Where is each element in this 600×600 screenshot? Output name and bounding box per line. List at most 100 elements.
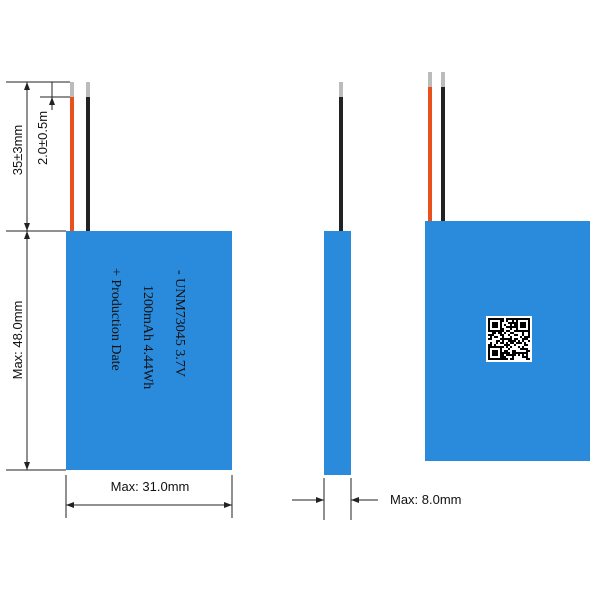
qr-cell [524, 336, 526, 338]
qr-cell [528, 318, 530, 320]
qr-cell [528, 358, 530, 360]
qr-cell [504, 324, 506, 326]
qr-cell [496, 322, 498, 324]
qr-cell [526, 354, 528, 356]
qr-cell [514, 354, 516, 356]
qr-cell [488, 354, 490, 356]
qr-cell [524, 318, 526, 320]
qr-cell [502, 354, 504, 356]
qr-cell [496, 352, 498, 354]
qr-cell [524, 322, 526, 324]
qr-cell [520, 322, 522, 324]
shape [224, 502, 232, 508]
qr-cell [514, 322, 516, 324]
qr-cell [502, 328, 504, 330]
qr-cell [508, 354, 510, 356]
qr-cell [514, 344, 516, 346]
qr-cell [510, 324, 512, 326]
qr-cell [500, 334, 502, 336]
battery-body [66, 231, 232, 470]
qr-cell [500, 324, 502, 326]
qr-cell [500, 320, 502, 322]
qr-cell [514, 326, 516, 328]
qr-cell [492, 318, 494, 320]
qr-cell [516, 342, 518, 344]
qr-cell [488, 358, 490, 360]
qr-cell [492, 352, 494, 354]
qr-cell [528, 320, 530, 322]
qr-cell [504, 352, 506, 354]
qr-cell [524, 348, 526, 350]
qr-cell [522, 340, 524, 342]
qr-cell [506, 320, 508, 322]
qr-cell [500, 322, 502, 324]
qr-cell [516, 326, 518, 328]
qr-cell [504, 358, 506, 360]
qr-cell [498, 318, 500, 320]
qr-cell [506, 338, 508, 340]
qr-cell [520, 348, 522, 350]
qr-cell [502, 356, 504, 358]
qr-cell [498, 346, 500, 348]
qr-cell [490, 330, 492, 332]
qr-cell [518, 340, 520, 342]
qr-cell [516, 334, 518, 336]
qr-cell [522, 332, 524, 334]
qr-cell [510, 342, 512, 344]
qr-cell [494, 352, 496, 354]
qr-cell [526, 350, 528, 352]
qr-cell [508, 340, 510, 342]
qr-cell [522, 318, 524, 320]
qr-cell [524, 324, 526, 326]
qr-cell [492, 358, 494, 360]
qr-cell [496, 358, 498, 360]
qr-cell [496, 346, 498, 348]
qr-cell [526, 358, 528, 360]
qr-cell [504, 356, 506, 358]
shape [339, 82, 343, 97]
qr-cell [516, 330, 518, 332]
qr-cell [512, 318, 514, 320]
qr-cell [488, 348, 490, 350]
qr-cell [510, 346, 512, 348]
qr-cell [496, 354, 498, 356]
qr-cell [508, 330, 510, 332]
qr-cell [510, 328, 512, 330]
qr-cell [492, 332, 494, 334]
qr-cell [488, 338, 490, 340]
qr-cell [508, 322, 510, 324]
qr-cell [490, 342, 492, 344]
qr-cell [510, 340, 512, 342]
qr-cell [522, 352, 524, 354]
shape [441, 72, 445, 87]
qr-cell [498, 330, 500, 332]
qr-cell [492, 326, 494, 328]
qr-cell [528, 326, 530, 328]
qr-cell [526, 356, 528, 358]
qr-cell [518, 352, 520, 354]
qr-cell [494, 358, 496, 360]
qr-cell [488, 344, 490, 346]
qr-cell [508, 344, 510, 346]
dimension-label: 2.0±0.5m [35, 111, 50, 165]
qr-cell [502, 336, 504, 338]
qr-cell [496, 326, 498, 328]
qr-cell [524, 342, 526, 344]
qr-cell [512, 350, 514, 352]
qr-cell [516, 338, 518, 340]
qr-cell [516, 324, 518, 326]
qr-cell [502, 334, 504, 336]
qr-cell [492, 350, 494, 352]
qr-cell [500, 356, 502, 358]
front-view: - UNM73045 3.7V 1200mAh 4.44Wh + Product… [66, 82, 232, 470]
shape [316, 497, 324, 503]
qr-cell [516, 320, 518, 322]
qr-cell [500, 332, 502, 334]
qr-cell [488, 330, 490, 332]
qr-cell [506, 352, 508, 354]
qr-cell [496, 330, 498, 332]
qr-cell [494, 324, 496, 326]
qr-cell [492, 334, 494, 336]
qr-cell [488, 334, 490, 336]
qr-cell [502, 358, 504, 360]
